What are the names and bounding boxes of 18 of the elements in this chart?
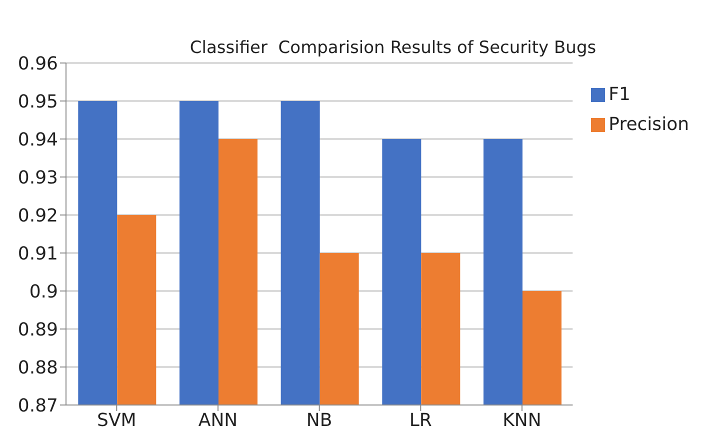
y-tick-label: 0.88 — [18, 357, 58, 378]
y-tick-label: 0.87 — [18, 395, 58, 416]
y-tick-label: 0.93 — [18, 167, 58, 188]
x-tick-label: NB — [306, 410, 332, 431]
x-tick-label: ANN — [198, 410, 238, 431]
y-tick-label: 0.89 — [18, 319, 58, 340]
legend-label: F1 — [608, 84, 630, 105]
chart-title: Classifier Comparision Results of Security Bugs — [188, 38, 598, 58]
y-tick-label: 0.91 — [18, 243, 58, 264]
y-tick-label: 0.94 — [18, 129, 58, 150]
y-tick-label: 0.92 — [18, 205, 58, 226]
y-tick-label: 0.9 — [29, 281, 58, 302]
legend-label: Precision — [608, 114, 689, 135]
x-tick-label: LR — [409, 410, 432, 431]
y-tick-label: 0.95 — [18, 91, 58, 112]
x-tick-label: KNN — [502, 410, 542, 431]
x-tick-label: SVM — [97, 410, 136, 431]
y-tick-label: 0.96 — [18, 53, 58, 74]
